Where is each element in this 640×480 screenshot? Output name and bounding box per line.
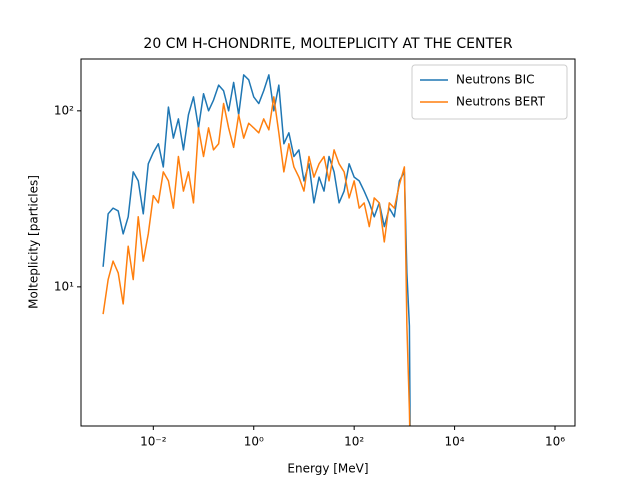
plot-area bbox=[102, 74, 411, 426]
x-tick-label: 10⁶ bbox=[545, 435, 565, 449]
y-axis-label: Molteplicity [particles] bbox=[27, 175, 41, 309]
y-tick-label: 10² bbox=[54, 103, 74, 117]
x-axis-label: Energy [MeV] bbox=[287, 462, 368, 476]
x-tick-label: 10⁴ bbox=[445, 435, 465, 449]
legend-label: Neutrons BERT bbox=[456, 95, 546, 109]
data-line bbox=[102, 74, 411, 426]
x-tick-label: 10² bbox=[344, 435, 364, 449]
legend-label: Neutrons BIC bbox=[456, 73, 535, 87]
y-tick-label: 10¹ bbox=[54, 279, 74, 293]
axes-frame bbox=[80, 58, 576, 427]
legend-box bbox=[411, 64, 568, 120]
chart-title: 20 CM H-CHONDRITE, MOLTEPLICITY AT THE C… bbox=[143, 36, 512, 52]
x-tick-label: 10⁰ bbox=[244, 435, 264, 449]
x-tick-label: 10⁻² bbox=[140, 435, 167, 449]
data-line bbox=[102, 96, 411, 426]
